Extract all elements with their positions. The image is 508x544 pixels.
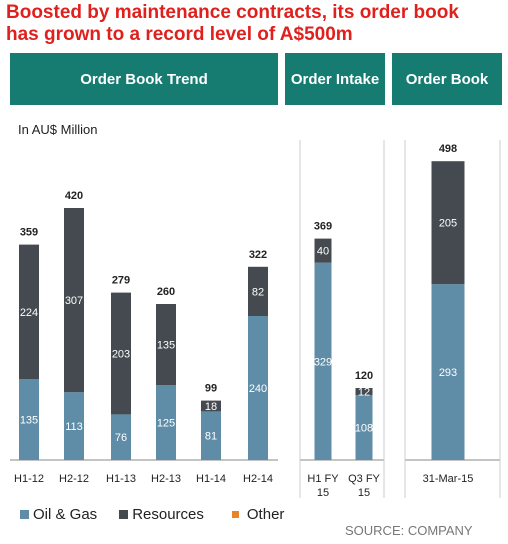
bar-oil-gas-h2-13 <box>156 385 176 460</box>
segment-label-oil-gas-h1-fy-15: 329 <box>314 356 332 368</box>
total-label-q3-fy-15: 120 <box>355 370 373 382</box>
legend-label-resources: Resources <box>132 506 204 523</box>
category-label-h1-fy-15-line-1: H1 FY <box>307 473 339 485</box>
header-order-book-trend: Order Book Trend <box>10 53 278 105</box>
bar-resources-h1-13 <box>111 292 131 415</box>
bar-resources-h2-14 <box>248 266 268 316</box>
legend-swatch-other <box>231 511 239 518</box>
category-label-h1-12: H1-12 <box>14 473 44 485</box>
bar-oil-gas-h1-14 <box>201 411 221 460</box>
segment-label-resources-h1-fy-15: 40 <box>317 246 329 258</box>
legend-label-oil-gas: Oil & Gas <box>33 506 98 523</box>
legend: Oil & Gas Resources Other <box>20 506 306 523</box>
legend-item-resources: Resources <box>119 506 204 523</box>
total-label-h1-fy-15: 369 <box>314 221 332 233</box>
legend-item-oil-gas: Oil & Gas <box>20 506 97 523</box>
segment-label-oil-gas-h2-13: 125 <box>157 418 175 430</box>
unit-label: In AU$ Million <box>18 122 98 137</box>
segment-label-resources-h2-12: 307 <box>65 295 83 307</box>
legend-label-other: Other <box>246 506 285 523</box>
segment-label-resources-31-mar-15: 205 <box>439 218 457 230</box>
segment-label-resources-h2-13: 135 <box>157 340 175 352</box>
headline: Boosted by maintenance contracts, its or… <box>6 2 506 46</box>
total-label-31-mar-15: 498 <box>439 143 457 155</box>
total-label-h1-14: 99 <box>205 383 217 395</box>
total-label-h2-13: 260 <box>157 286 175 298</box>
segment-label-resources-h1-14: 18 <box>205 401 217 413</box>
bar-oil-gas-h1-12 <box>19 379 39 460</box>
category-label-q3-fy-15-line-2: 15 <box>358 487 370 499</box>
bar-resources-h1-fy-15 <box>314 238 332 263</box>
total-label-h1-12: 359 <box>20 227 38 239</box>
segment-label-oil-gas-h1-13: 76 <box>115 432 127 444</box>
bar-oil-gas-h2-14 <box>248 316 268 460</box>
category-label-31-mar-15: 31-Mar-15 <box>423 473 474 485</box>
legend-swatch-resources <box>119 510 129 519</box>
category-label-h2-12: H2-12 <box>59 473 89 485</box>
headline-line-2: has grown to a record level of A$500m <box>6 24 353 45</box>
total-label-h2-12: 420 <box>65 190 83 202</box>
bar-resources-31-mar-15 <box>431 161 465 285</box>
segment-label-oil-gas-h2-14: 240 <box>249 383 267 395</box>
category-label-h2-13: H2-13 <box>151 473 181 485</box>
segment-label-resources-q3-fy-15: 12 <box>358 387 370 399</box>
bar-resources-h1-14 <box>201 400 221 412</box>
bar-oil-gas-q3-fy-15 <box>355 395 373 460</box>
segment-label-oil-gas-h1-14: 81 <box>205 431 217 443</box>
header-order-book: Order Book <box>392 53 502 105</box>
bar-oil-gas-31-mar-15 <box>431 284 465 460</box>
category-label-h1-14: H1-14 <box>196 473 226 485</box>
bar-resources-h2-12 <box>64 208 84 393</box>
segment-label-oil-gas-31-mar-15: 293 <box>439 367 457 379</box>
bar-oil-gas-h1-13 <box>111 414 131 460</box>
bar-resources-h2-13 <box>156 304 176 385</box>
category-label-h1-13: H1-13 <box>106 473 136 485</box>
segment-label-resources-h1-13: 203 <box>112 349 130 361</box>
legend-item-other: Other <box>231 506 285 523</box>
legend-swatch-oil-gas <box>20 510 29 519</box>
category-label-q3-fy-15-line-1: Q3 FY <box>348 473 380 485</box>
header-order-intake: Order Intake <box>285 53 385 105</box>
total-label-h2-14: 322 <box>249 249 267 261</box>
segment-label-oil-gas-h1-12: 135 <box>20 415 38 427</box>
bar-oil-gas-h1-fy-15 <box>314 262 332 460</box>
segment-label-resources-h1-12: 224 <box>20 307 38 319</box>
headline-line-1: Boosted by maintenance contracts, its or… <box>6 2 459 23</box>
bar-oil-gas-h2-12 <box>64 392 84 460</box>
category-label-h2-14: H2-14 <box>243 473 273 485</box>
segment-label-resources-h2-14: 82 <box>252 286 264 298</box>
segment-label-oil-gas-h2-12: 113 <box>65 421 83 433</box>
segment-label-oil-gas-q3-fy-15: 108 <box>355 423 373 435</box>
bar-resources-q3-fy-15 <box>355 388 373 396</box>
category-label-h1-fy-15-line-2: 15 <box>317 487 329 499</box>
source-note: SOURCE: COMPANY <box>345 523 473 538</box>
bar-resources-h1-12 <box>19 244 39 379</box>
total-label-h1-13: 279 <box>112 275 130 287</box>
